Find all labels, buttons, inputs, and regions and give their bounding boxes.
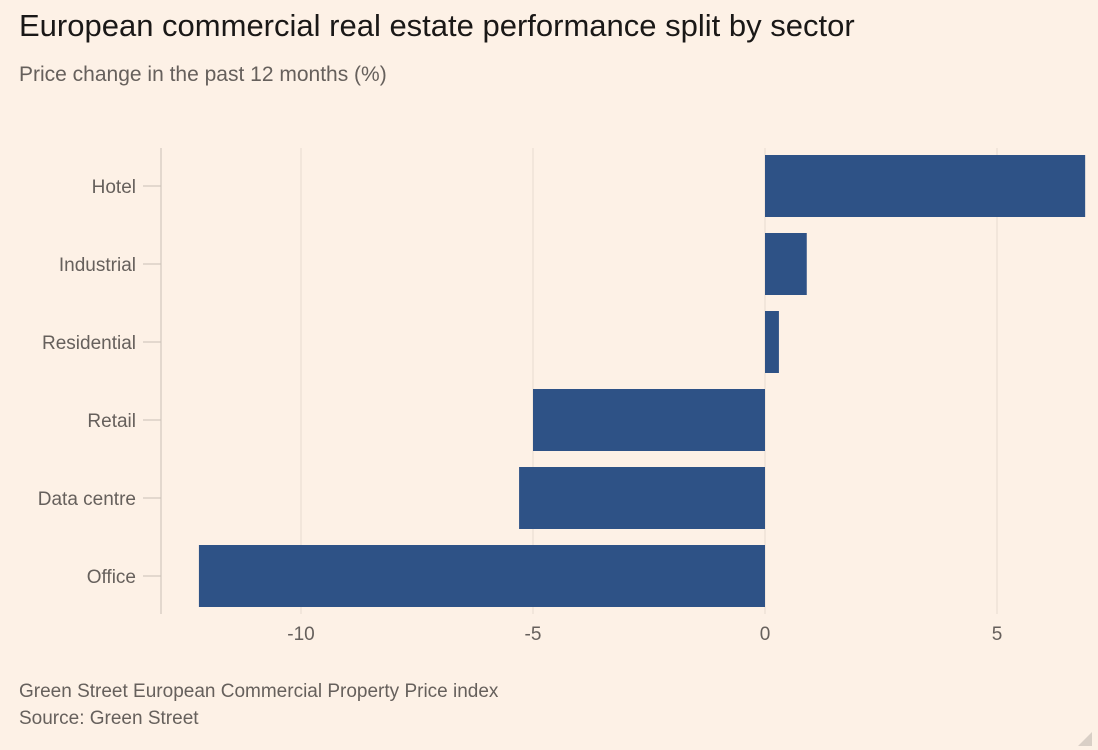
bar-industrial xyxy=(765,233,807,295)
bar-office xyxy=(198,545,766,607)
category-label: Hotel xyxy=(92,177,136,198)
chart-title: European commercial real estate performa… xyxy=(19,8,855,43)
category-label: Residential xyxy=(42,333,136,354)
footer-source: Source: Green Street xyxy=(19,708,199,729)
gridlines xyxy=(300,148,998,614)
bar-hotel xyxy=(765,155,1086,217)
bar-data-centre xyxy=(519,467,765,529)
bar-retail xyxy=(533,389,765,451)
x-tick-label: -10 xyxy=(287,624,314,645)
x-tick-label: 0 xyxy=(760,624,771,645)
labels: -10 -5 0 5 Hotel Industrial Residential Retail D… xyxy=(38,177,1003,645)
category-label: Data centre xyxy=(38,489,136,510)
category-label: Office xyxy=(87,567,136,588)
bar-residential xyxy=(765,311,779,373)
x-tick-label: -5 xyxy=(525,624,542,645)
category-label: Retail xyxy=(87,411,136,432)
category-label: Industrial xyxy=(59,255,136,276)
chart-subtitle: Price change in the past 12 months (%) xyxy=(19,63,387,86)
resize-handle-icon xyxy=(1078,732,1092,746)
x-tick-label: 5 xyxy=(992,624,1003,645)
footer-note: Green Street European Commercial Propert… xyxy=(19,681,499,702)
axes xyxy=(143,148,162,614)
bars xyxy=(198,155,1086,607)
